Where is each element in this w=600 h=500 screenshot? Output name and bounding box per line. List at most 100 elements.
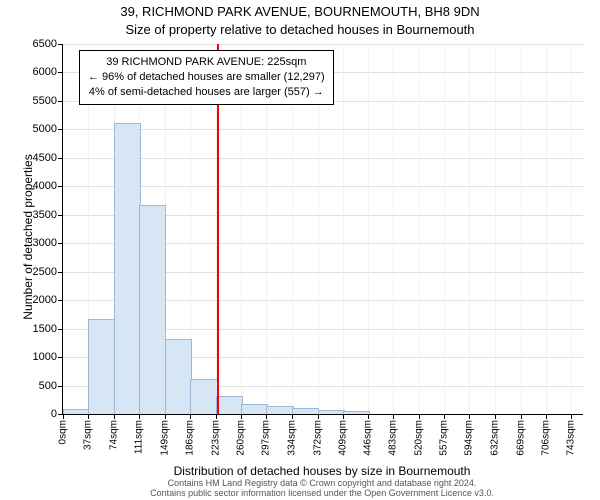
ytick-label: 3500 [33,209,57,221]
histogram-bar [63,409,90,414]
ytick-label: 6000 [33,66,57,78]
grid-v [495,44,496,414]
grid-h [63,158,583,159]
xtick-label: 111sqm [133,420,144,454]
histogram-bar [114,123,141,414]
xtick-mark [444,414,445,419]
ytick-label: 6500 [33,38,57,50]
ytick-mark [58,300,63,301]
xtick-label: 409sqm [337,420,348,456]
ytick-mark [58,101,63,102]
annotation-box: 39 RICHMOND PARK AVENUE: 225sqm ← 96% of… [79,50,334,105]
histogram-bar [292,408,319,414]
xtick-label: 0sqm [58,420,69,444]
xtick-label: 186sqm [185,420,196,456]
xtick-mark [419,414,420,419]
xtick-label: 297sqm [261,420,272,456]
annotation-line3: 4% of semi-detached houses are larger (5… [88,85,325,100]
xtick-label: 37sqm [83,420,94,450]
xtick-label: 594sqm [464,420,475,456]
ytick-mark [58,129,63,130]
xtick-mark [318,414,319,419]
ytick-mark [58,72,63,73]
grid-h [63,129,583,130]
ytick-mark [58,357,63,358]
xtick-label: 334sqm [286,420,297,456]
chart-title-line2: Size of property relative to detached ho… [0,22,600,37]
grid-v [393,44,394,414]
ytick-label: 5000 [33,123,57,135]
xtick-mark [571,414,572,419]
histogram-bar [165,339,192,414]
ytick-label: 2000 [33,294,57,306]
ytick-mark [58,158,63,159]
xtick-mark [292,414,293,419]
grid-v [419,44,420,414]
xtick-label: 446sqm [363,420,374,456]
histogram-bar [88,319,115,414]
histogram-bar [343,411,370,414]
xtick-label: 706sqm [541,420,552,456]
xtick-label: 669sqm [515,420,526,456]
xtick-mark [368,414,369,419]
grid-v [444,44,445,414]
grid-v [571,44,572,414]
ytick-mark [58,243,63,244]
xtick-label: 743sqm [566,420,577,456]
annotation-line2: ← 96% of detached houses are smaller (12… [88,70,325,85]
ytick-label: 1500 [33,323,57,335]
grid-v [368,44,369,414]
xtick-label: 520sqm [413,420,424,456]
grid-v [521,44,522,414]
chart-title-line1: 39, RICHMOND PARK AVENUE, BOURNEMOUTH, B… [0,4,600,19]
ytick-label: 2500 [33,266,57,278]
xtick-label: 74sqm [108,420,119,450]
grid-v [469,44,470,414]
histogram-bar [216,396,243,414]
grid-v [546,44,547,414]
xtick-mark [469,414,470,419]
xtick-mark [521,414,522,419]
xtick-mark [393,414,394,419]
xtick-mark [88,414,89,419]
ytick-mark [58,44,63,45]
ytick-label: 0 [51,408,57,420]
xtick-mark [343,414,344,419]
xtick-mark [139,414,140,419]
ytick-label: 5500 [33,95,57,107]
footer-attribution: Contains HM Land Registry data © Crown c… [62,479,582,498]
ytick-label: 1000 [33,351,57,363]
xtick-mark [546,414,547,419]
ytick-label: 4000 [33,180,57,192]
xtick-label: 149sqm [159,420,170,456]
xtick-label: 557sqm [439,420,450,456]
xtick-mark [114,414,115,419]
ytick-mark [58,215,63,216]
xtick-mark [241,414,242,419]
ytick-mark [58,329,63,330]
xtick-mark [216,414,217,419]
ytick-label: 4500 [33,152,57,164]
ytick-mark [58,272,63,273]
xtick-label: 632sqm [490,420,501,456]
x-axis-label: Distribution of detached houses by size … [62,464,582,478]
xtick-mark [495,414,496,419]
xtick-mark [266,414,267,419]
histogram-bar [318,410,345,414]
histogram-bar [190,379,217,414]
histogram-bar [241,404,268,414]
xtick-mark [165,414,166,419]
footer-line2: Contains public sector information licen… [150,488,494,498]
xtick-label: 483sqm [388,420,399,456]
xtick-label: 223sqm [210,420,221,456]
grid-v [343,44,344,414]
xtick-label: 372sqm [312,420,323,456]
grid-h [63,44,583,45]
ytick-label: 500 [39,380,57,392]
grid-h [63,186,583,187]
xtick-mark [190,414,191,419]
histogram-bar [266,406,293,414]
ytick-mark [58,386,63,387]
annotation-line1: 39 RICHMOND PARK AVENUE: 225sqm [88,55,325,70]
ytick-mark [58,186,63,187]
